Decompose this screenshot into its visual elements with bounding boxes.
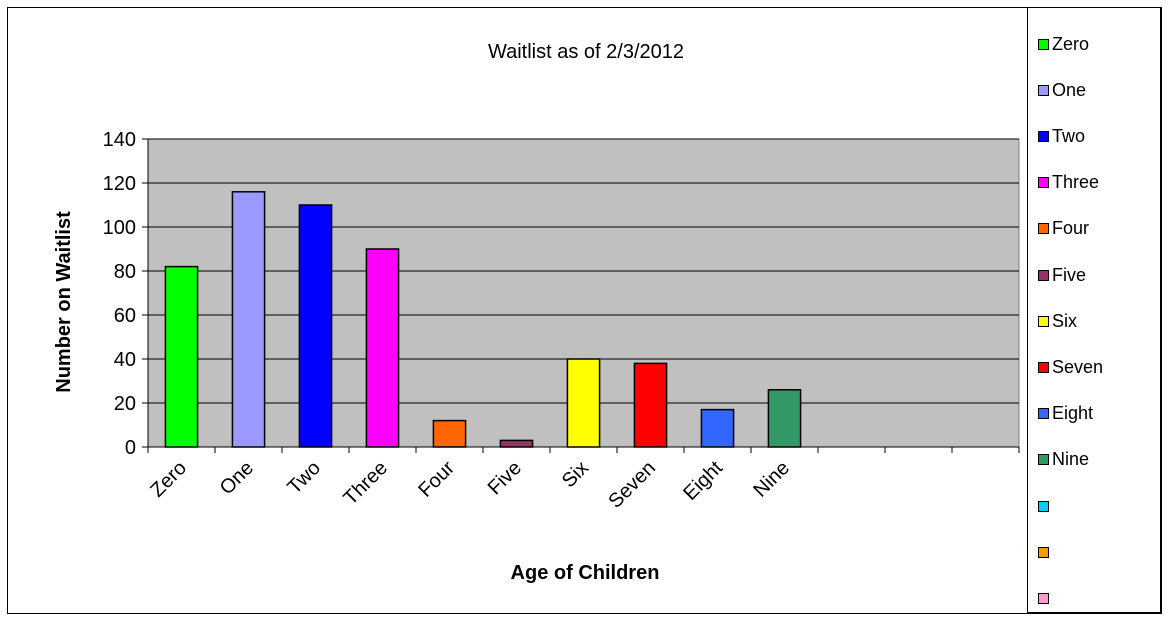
legend-swatch bbox=[1038, 223, 1049, 235]
legend-swatch bbox=[1038, 592, 1049, 604]
bar-eight bbox=[700, 408, 735, 448]
bar-two bbox=[298, 204, 333, 448]
legend-swatch bbox=[1038, 38, 1049, 50]
legend-item: Seven bbox=[1038, 357, 1103, 377]
legend-swatch bbox=[1038, 130, 1049, 142]
legend-swatch bbox=[1038, 269, 1049, 281]
bar-six bbox=[566, 358, 601, 448]
y-tick-label: 60 bbox=[114, 305, 136, 327]
bars bbox=[164, 191, 802, 448]
legend-item: Five bbox=[1038, 265, 1086, 285]
x-axis-label: Age of Children bbox=[511, 562, 660, 584]
legend-swatch bbox=[1038, 408, 1049, 420]
legend-item: Nine bbox=[1038, 449, 1090, 470]
legend-item: Three bbox=[1038, 172, 1100, 193]
y-tick-label: 0 bbox=[125, 437, 136, 459]
bar-four bbox=[432, 419, 467, 448]
bar-seven bbox=[633, 362, 668, 448]
legend-swatch bbox=[1038, 454, 1049, 466]
y-tick-label: 80 bbox=[114, 261, 136, 283]
legend-item bbox=[1038, 496, 1052, 516]
y-tick-label: 40 bbox=[114, 349, 136, 371]
legend-swatch bbox=[1038, 500, 1049, 512]
legend-label: Six bbox=[1052, 310, 1078, 331]
y-tick-label: 100 bbox=[103, 217, 136, 239]
bar-zero bbox=[164, 265, 199, 448]
bar-one bbox=[231, 191, 266, 448]
legend-swatch bbox=[1038, 361, 1049, 373]
legend-label: Eight bbox=[1052, 403, 1094, 424]
legend-item: Four bbox=[1038, 218, 1090, 239]
legend-item bbox=[1038, 588, 1052, 608]
legend-item: Two bbox=[1038, 126, 1085, 146]
legend: Zero One Two Three Four Five Six Seven Eight Nine bbox=[1027, 7, 1161, 613]
y-tick-label: 140 bbox=[103, 129, 136, 151]
y-axis: 0 20 40 60 80 100 120 140 bbox=[103, 129, 149, 459]
legend-label: Zero bbox=[1052, 33, 1090, 54]
legend-swatch bbox=[1038, 177, 1049, 189]
legend-item: Six bbox=[1038, 311, 1077, 331]
legend-label: Five bbox=[1052, 264, 1087, 285]
y-tick-label: 120 bbox=[103, 173, 136, 195]
legend-label: Nine bbox=[1052, 449, 1090, 470]
legend-label: One bbox=[1052, 79, 1087, 100]
bar-nine bbox=[767, 389, 802, 448]
legend-label: Seven bbox=[1052, 356, 1104, 377]
legend-swatch bbox=[1038, 84, 1049, 96]
legend-item: Zero bbox=[1038, 34, 1089, 54]
bar-three bbox=[365, 248, 400, 448]
legend-item bbox=[1038, 542, 1052, 562]
y-axis-label: Number on Waitlist bbox=[53, 211, 75, 393]
legend-item: One bbox=[1038, 80, 1086, 100]
y-tick-label: 20 bbox=[114, 393, 136, 415]
bar-five bbox=[499, 439, 534, 448]
chart-title: Waitlist as of 2/3/2012 bbox=[488, 41, 684, 63]
legend-swatch bbox=[1038, 546, 1049, 558]
legend-label: Two bbox=[1052, 125, 1086, 146]
legend-label: Three bbox=[1052, 172, 1100, 193]
legend-item: Eight bbox=[1038, 403, 1094, 424]
legend-label: Four bbox=[1052, 218, 1090, 239]
legend-swatch bbox=[1038, 315, 1049, 327]
